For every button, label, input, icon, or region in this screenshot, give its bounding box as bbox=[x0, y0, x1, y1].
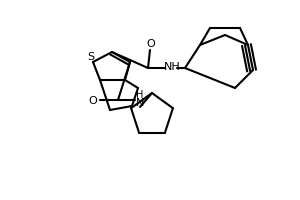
Text: NH: NH bbox=[164, 62, 180, 72]
Text: N: N bbox=[136, 98, 144, 108]
Text: O: O bbox=[88, 96, 98, 106]
Text: S: S bbox=[87, 52, 94, 62]
Text: O: O bbox=[147, 39, 155, 49]
Text: H: H bbox=[136, 90, 144, 100]
